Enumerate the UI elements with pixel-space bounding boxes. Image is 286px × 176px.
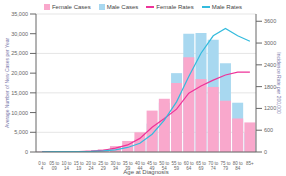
svg-text:30,000: 30,000 <box>11 31 28 37</box>
svg-text:Average Number of New Cases pe: Average Number of New Cases per Year <box>8 38 10 129</box>
svg-text:25 to29: 25 to29 <box>98 161 109 171</box>
svg-text:60 to64: 60 to64 <box>184 161 195 171</box>
svg-text:3000: 3000 <box>264 40 276 46</box>
svg-text:35,000: 35,000 <box>11 11 28 17</box>
svg-text:75 to79: 75 to79 <box>220 161 231 171</box>
svg-text:Age at Diagnosis: Age at Diagnosis <box>123 169 168 175</box>
svg-text:1800: 1800 <box>264 84 276 90</box>
svg-text:Incidence Rate per 200,000: Incidence Rate per 200,000 <box>276 52 278 114</box>
svg-text:600: 600 <box>264 127 273 133</box>
svg-text:20,000: 20,000 <box>11 70 28 76</box>
svg-text:80 to84: 80 to84 <box>233 161 244 171</box>
svg-text:10 to14: 10 to14 <box>62 161 73 171</box>
svg-text:30 to34: 30 to34 <box>110 161 121 171</box>
svg-text:1200: 1200 <box>264 105 276 111</box>
svg-text:25,000: 25,000 <box>11 50 28 56</box>
svg-text:10,000: 10,000 <box>11 110 28 116</box>
svg-text:05 to09: 05 to09 <box>49 161 60 171</box>
svg-text:20 to24: 20 to24 <box>86 161 97 171</box>
svg-text:85+: 85+ <box>246 161 254 166</box>
svg-text:5,000: 5,000 <box>14 129 28 135</box>
svg-text:0: 0 <box>264 149 267 155</box>
svg-text:0 to4: 0 to4 <box>38 161 46 171</box>
svg-text:15 to19: 15 to19 <box>74 161 85 171</box>
svg-text:70 to74: 70 to74 <box>208 161 219 171</box>
svg-text:55 to59: 55 to59 <box>172 161 183 171</box>
svg-text:2400: 2400 <box>264 62 276 68</box>
svg-text:0: 0 <box>25 149 28 155</box>
svg-text:15,000: 15,000 <box>11 90 28 96</box>
svg-text:65 to69: 65 to69 <box>196 161 207 171</box>
svg-text:3600: 3600 <box>264 18 276 24</box>
